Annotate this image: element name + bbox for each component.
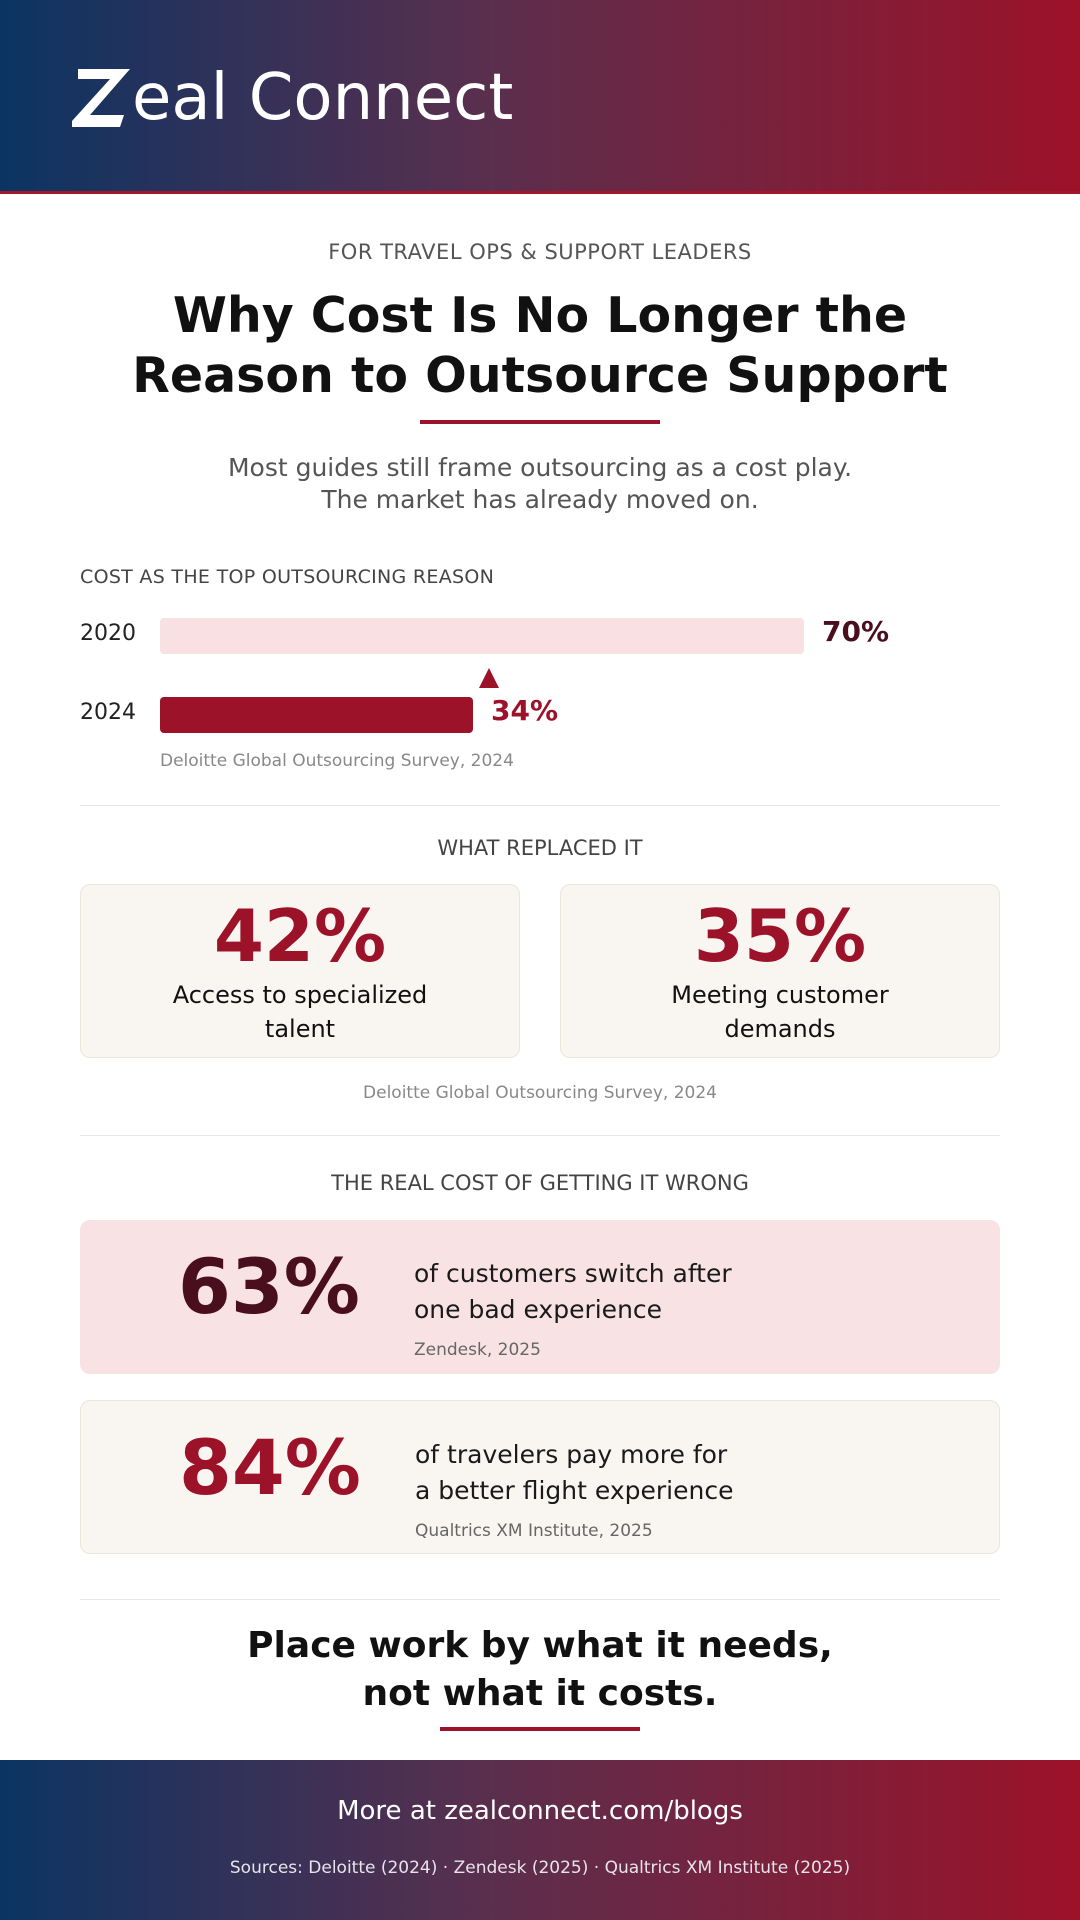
header-divider <box>0 191 1080 194</box>
stat-source: Zendesk, 2025 <box>414 1340 541 1360</box>
footer-blog-link[interactable]: More at zealconnect.com/blogs <box>337 1796 743 1826</box>
chart-year-label-2020: 2020 <box>80 621 136 646</box>
subtitle: Most guides still frame outsourcing as a… <box>0 452 1080 516</box>
stat-value: 84% <box>179 1423 361 1512</box>
stat-box-switch: 63% of customers switch after one bad ex… <box>80 1220 1000 1374</box>
zeal-logo-mark-icon <box>72 69 130 127</box>
title-line-1: Why Cost Is No Longer the <box>172 287 908 344</box>
real-cost-section-label: THE REAL COST OF GETTING IT WRONG <box>331 1171 749 1195</box>
stat-text-line-2: one bad experience <box>414 1295 663 1324</box>
decline-arrow-icon <box>479 668 499 688</box>
closing-statement: Place work by what it needs, not what it… <box>0 1622 1080 1718</box>
stat-description: of travelers pay more for a better fligh… <box>415 1437 835 1509</box>
title-line-2: Reason to Outsource Support <box>132 347 948 404</box>
stat-card-value: 35% <box>693 894 867 978</box>
closing-line-2: not what it costs. <box>362 1673 718 1714</box>
chart-year-label-2024: 2024 <box>80 700 136 725</box>
eyebrow-text: FOR TRAVEL OPS & SUPPORT LEADERS <box>328 240 752 264</box>
stat-card-talent: 42% Access to specialized talent <box>80 884 520 1058</box>
header-banner: eal Connect <box>0 0 1080 191</box>
closing-underline <box>440 1727 640 1731</box>
stat-card-value: 42% <box>213 894 387 978</box>
section-divider <box>80 805 1000 806</box>
cost-source: Deloitte Global Outsourcing Survey, 2024 <box>160 751 514 771</box>
chart-value-label-2020: 70% <box>822 615 890 648</box>
section-divider <box>80 1135 1000 1136</box>
stat-source: Qualtrics XM Institute, 2025 <box>415 1521 653 1541</box>
section-divider <box>80 1599 1000 1600</box>
chart-bar-2024 <box>160 697 473 733</box>
page-title: Why Cost Is No Longer the Reason to Outs… <box>0 286 1080 406</box>
stat-card-label-1: Meeting customer <box>671 981 889 1009</box>
footer-sources: Sources: Deloitte (2024) · Zendesk (2025… <box>229 1858 851 1878</box>
cost-section-label: COST AS THE TOP OUTSOURCING REASON <box>80 566 495 588</box>
stat-box-travelers: 84% of travelers pay more for a better f… <box>80 1400 1000 1554</box>
stat-card-label-2: demands <box>724 1015 836 1043</box>
closing-line-1: Place work by what it needs, <box>247 1625 833 1666</box>
stat-text-line-1: of travelers pay more for <box>415 1440 728 1469</box>
subtitle-line-1: Most guides still frame outsourcing as a… <box>227 453 853 482</box>
brand-logo[interactable]: eal Connect <box>72 62 513 134</box>
footer-banner: More at zealconnect.com/blogs Sources: D… <box>0 1760 1080 1920</box>
stat-text-line-2: a better flight experience <box>415 1476 734 1505</box>
stat-value: 63% <box>178 1242 360 1331</box>
stat-text-line-1: of customers switch after <box>414 1259 732 1288</box>
brand-name: eal Connect <box>132 61 514 135</box>
stat-description: of customers switch after one bad experi… <box>414 1256 834 1328</box>
stat-card-label-2: talent <box>264 1015 336 1043</box>
chart-value-label-2024: 34% <box>491 694 559 727</box>
title-underline <box>420 420 660 424</box>
stat-card-demands: 35% Meeting customer demands <box>560 884 1000 1058</box>
chart-bar-2020 <box>160 618 804 654</box>
replaced-source: Deloitte Global Outsourcing Survey, 2024 <box>363 1083 717 1103</box>
stat-card-label-1: Access to specialized <box>172 981 428 1009</box>
replaced-section-label: WHAT REPLACED IT <box>437 836 643 860</box>
subtitle-line-2: The market has already moved on. <box>321 485 759 514</box>
